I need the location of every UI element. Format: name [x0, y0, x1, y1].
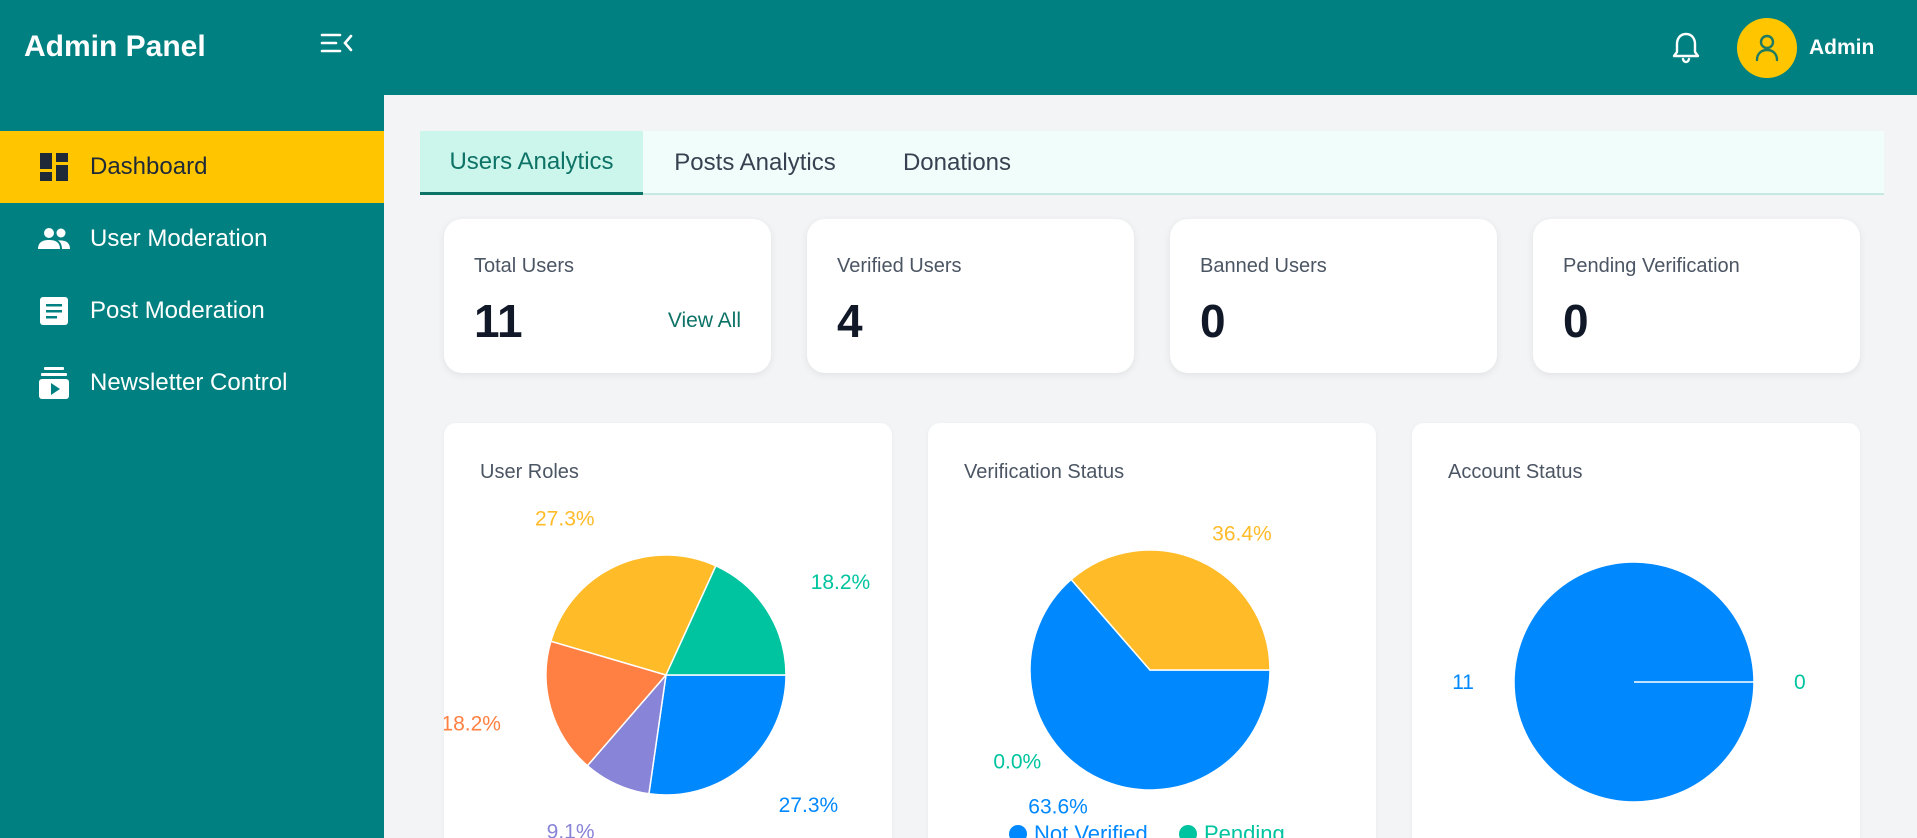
avatar[interactable] [1737, 18, 1797, 78]
tab-posts-analytics[interactable]: Posts Analytics [674, 149, 836, 176]
analytics-tabs: Users Analytics Posts Analytics Donation… [420, 131, 1884, 195]
pie-data-label: 27.3% [779, 794, 839, 817]
sidebar-item-label: Newsletter Control [90, 369, 288, 396]
pie-slice[interactable] [648, 674, 787, 796]
legend-swatch [1009, 825, 1027, 838]
tab-donations[interactable]: Donations [902, 149, 1012, 176]
bell-icon[interactable] [1670, 30, 1702, 64]
stat-card-banned-users: Banned Users 0 [1170, 219, 1497, 373]
chart-title: Account Status [1448, 461, 1583, 483]
pie-data-label: 0.0% [993, 750, 1041, 773]
pie-data-label: 63.6% [1028, 796, 1088, 819]
pie-slice[interactable] [664, 564, 787, 676]
legend-label: Pending [1204, 821, 1285, 838]
stat-value: 11 [474, 295, 523, 347]
pie-slice[interactable] [545, 640, 668, 767]
pie-data-label: 11 [1452, 671, 1474, 694]
main-content: Users Analytics Posts Analytics Donation… [384, 95, 1917, 838]
user-icon [1755, 34, 1779, 62]
stat-value: 4 [837, 295, 863, 347]
chart-title: User Roles [480, 461, 579, 483]
user-name[interactable]: Admin [1809, 36, 1875, 59]
sidebar-item-label: User Moderation [90, 225, 268, 252]
stat-label: Total Users [474, 255, 575, 277]
chart-title: Verification Status [964, 461, 1125, 483]
sidebar-item-dashboard[interactable]: Dashboard [0, 131, 384, 203]
pie-data-label: 36.4% [1212, 522, 1272, 545]
verification-status-pie-chart: 63.6% 36.4% 0.0% Not Verified Pending [993, 522, 1285, 838]
chart-card-user-roles: 27.3% 9.1% 18.2% 27.3% 18.2% User Roles [444, 423, 892, 838]
subscriptions-icon [37, 366, 71, 400]
sidebar-item-newsletter-control[interactable]: Newsletter Control [0, 347, 384, 419]
stat-label: Banned Users [1200, 255, 1327, 277]
top-bar: Admin Panel Admin [0, 0, 1917, 95]
stat-card-total-users: Total Users 11 View All [444, 219, 771, 373]
stat-value: 0 [1200, 295, 1226, 347]
pie-data-label: 18.2% [444, 712, 501, 735]
stat-value: 0 [1563, 295, 1589, 347]
dashboard-icon [37, 150, 71, 184]
menu-collapse-icon[interactable] [320, 30, 354, 58]
pie-slice[interactable] [549, 554, 717, 676]
sidebar-item-label: Post Moderation [90, 297, 265, 324]
pie-data-label: 18.2% [811, 571, 871, 594]
users-icon [37, 222, 71, 256]
user-roles-pie-chart: 27.3% 9.1% 18.2% 27.3% 18.2% [444, 508, 871, 838]
legend-label: Not Verified [1034, 821, 1148, 838]
stat-card-pending-verification: Pending Verification 0 [1533, 219, 1860, 373]
stat-card-verified-users: Verified Users 4 [807, 219, 1134, 373]
sidebar-item-label: Dashboard [90, 153, 208, 180]
legend-swatch [1179, 825, 1197, 838]
sidebar-item-post-moderation[interactable]: Post Moderation [0, 275, 384, 347]
document-icon [37, 294, 71, 328]
brand-title: Admin Panel [24, 30, 206, 63]
tab-users-analytics[interactable]: Users Analytics [420, 131, 643, 195]
view-all-link[interactable]: View All [667, 309, 741, 332]
stat-label: Verified Users [837, 255, 962, 277]
account-status-pie-chart: 11 0 [1452, 561, 1806, 803]
pie-data-label: 0 [1794, 671, 1806, 694]
pie-slice[interactable] [1029, 578, 1271, 791]
pie-data-label: 9.1% [547, 820, 595, 838]
chart-card-account-status: 11 0 Account Status [1412, 423, 1860, 838]
pie-data-label: 27.3% [535, 508, 595, 531]
sidebar: Dashboard User Moderation Post Moderatio… [0, 95, 384, 838]
stat-label: Pending Verification [1563, 255, 1740, 277]
sidebar-item-user-moderation[interactable]: User Moderation [0, 203, 384, 275]
chart-card-verification-status: 63.6% 36.4% 0.0% Not Verified Pending Verifi… [928, 423, 1376, 838]
pie-slice[interactable] [1070, 549, 1271, 671]
